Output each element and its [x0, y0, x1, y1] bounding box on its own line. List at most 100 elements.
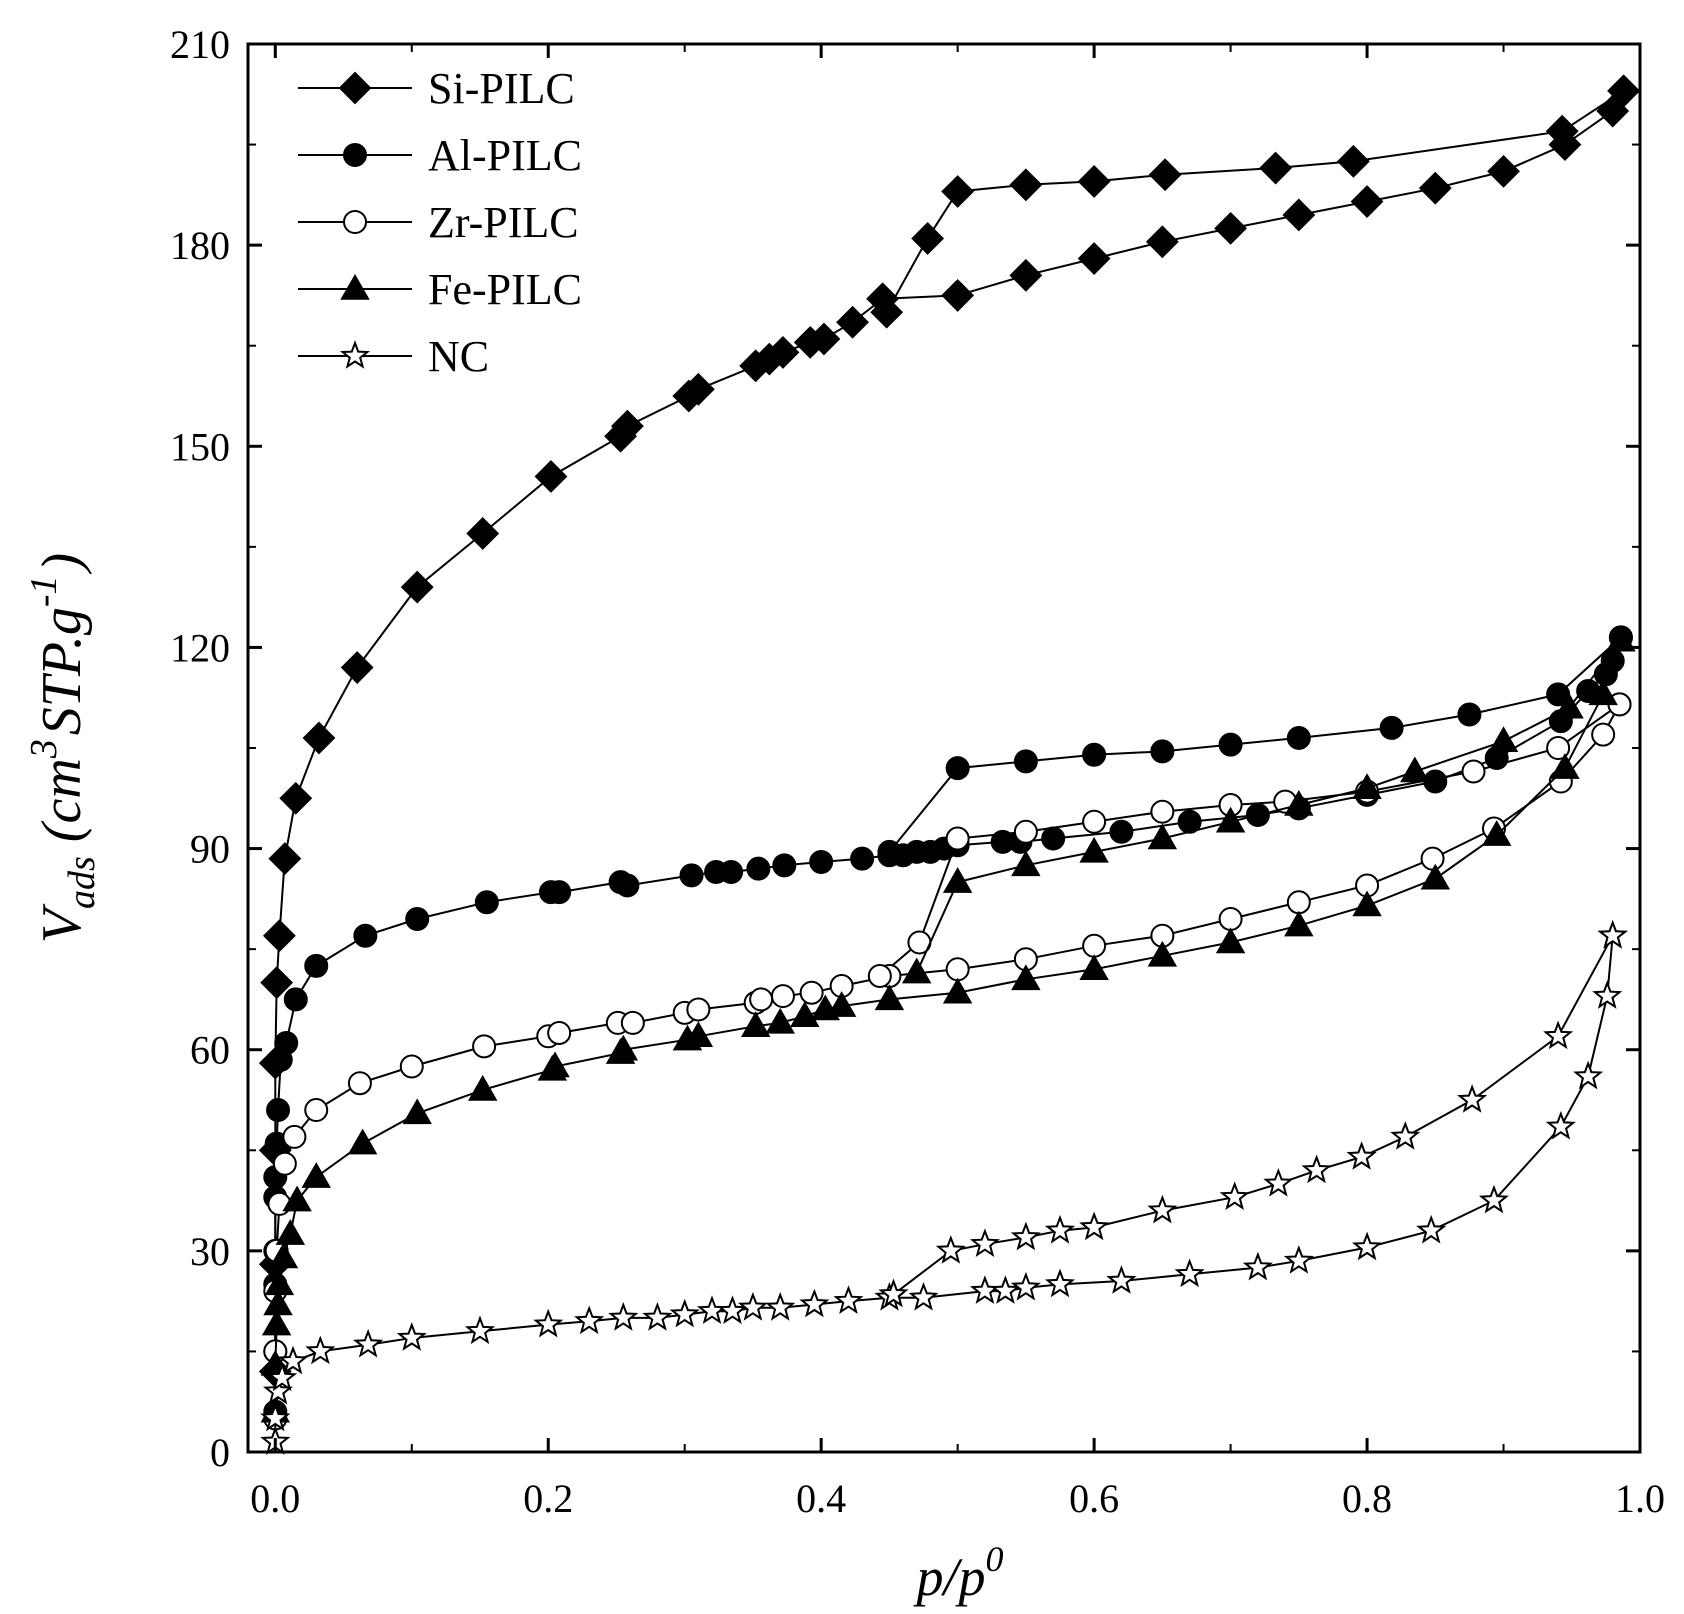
- al-pilc-adsorption-point: [304, 953, 329, 978]
- fe-pilc-adsorption-point: [1284, 910, 1314, 937]
- al-pilc-desorption-point: [1082, 742, 1107, 767]
- fe-pilc-desorption-point: [1011, 850, 1041, 877]
- legend-entry-al-pilc: Al-PILC: [298, 131, 582, 180]
- zr-pilc-desorption-point: [1546, 736, 1571, 760]
- nc-adsorption-point: [260, 1402, 291, 1432]
- fe-pilc-adsorption-point: [1011, 964, 1041, 991]
- fe-pilc-adsorption-point: [468, 1074, 498, 1101]
- nc-desorption-point: [1390, 1121, 1421, 1150]
- y-axis-title-sup3: 3: [23, 739, 65, 759]
- nc-adsorption-point: [669, 1298, 700, 1328]
- zr-pilc-desorption-point: [1082, 809, 1107, 834]
- legend-marker-circle: [343, 210, 367, 234]
- al-pilc-desorption-point: [1013, 749, 1038, 774]
- si-pilc-adsorption-point: [807, 322, 841, 356]
- si-pilc-adsorption-point: [268, 842, 302, 876]
- al-pilc-adsorption-point: [746, 856, 771, 881]
- nc-adsorption-point: [1352, 1231, 1383, 1261]
- fe-pilc-desorption-point: [1215, 806, 1246, 833]
- si-pilc-adsorption-point: [681, 372, 715, 406]
- x-tick-label: 1.0: [1615, 1476, 1665, 1521]
- legend-entry-zr-pilc: Zr-PILC: [298, 198, 579, 247]
- al-pilc-adsorption-point: [679, 863, 704, 888]
- fe-pilc-adsorption-point: [264, 1269, 295, 1296]
- series-nc: [260, 919, 1628, 1455]
- nc-adsorption-point: [464, 1315, 496, 1345]
- x-tick-label: 0.4: [796, 1476, 846, 1521]
- al-pilc-adsorption-point: [283, 987, 308, 1012]
- fe-pilc-adsorption-point: [275, 1219, 306, 1245]
- nc-adsorption-point: [396, 1322, 427, 1351]
- al-pilc-adsorption-point: [405, 906, 430, 931]
- nc-desorption-point: [1346, 1141, 1377, 1170]
- si-pilc-adsorption-point: [466, 517, 500, 550]
- nc-adsorption-point: [799, 1288, 830, 1318]
- legend-marker-circle: [343, 143, 367, 167]
- legend-label: Al-PILC: [428, 131, 582, 180]
- zr-pilc-adsorption-point: [945, 957, 970, 982]
- fe-pilc-adsorption-point: [402, 1098, 432, 1125]
- nc-desorption-point: [1597, 919, 1628, 949]
- si-pilc-desorption-point: [1545, 114, 1579, 148]
- al-pilc-desorption-point: [1457, 702, 1482, 727]
- y-axis-title-open: (cm: [31, 758, 93, 842]
- si-pilc-adsorption-point: [610, 409, 644, 443]
- fe-pilc-adsorption-point: [1079, 954, 1109, 981]
- zr-pilc-adsorption-point: [399, 1054, 424, 1079]
- si-pilc-desorption-point: [941, 175, 975, 208]
- si-pilc-adsorption-point: [534, 460, 568, 493]
- x-axis-title: p/p0: [912, 1539, 1003, 1607]
- fe-pilc-desorption-point: [1352, 773, 1382, 799]
- si-pilc-adsorption-point: [1145, 225, 1179, 259]
- fe-pilc-adsorption-point: [826, 991, 857, 1017]
- nc-adsorption-point: [1106, 1265, 1137, 1294]
- legend-entry-nc: NC: [298, 332, 489, 381]
- fe-pilc-adsorption-point: [942, 977, 973, 1004]
- fe-pilc-adsorption-point: [1420, 863, 1451, 890]
- fe-pilc-desorption-point: [1400, 756, 1430, 783]
- zr-pilc-adsorption-point: [472, 1034, 497, 1059]
- nc-adsorption-point: [1416, 1214, 1447, 1244]
- al-pilc-adsorption-point: [809, 849, 834, 874]
- al-pilc-adsorption-point: [353, 923, 378, 948]
- fe-pilc-adsorption-point: [740, 1011, 771, 1037]
- nc-adsorption-point: [1573, 1060, 1604, 1090]
- al-pilc-adsorption-point: [266, 1098, 291, 1123]
- y-tick-label: 210: [170, 22, 230, 67]
- zr-pilc-adsorption-point: [347, 1071, 372, 1096]
- si-pilc-desorption-point: [1607, 74, 1641, 108]
- si-pilc-adsorption-point: [262, 919, 296, 953]
- fe-pilc-adsorption-point: [1352, 890, 1382, 917]
- nc-adsorption-point: [969, 1275, 1000, 1304]
- legend-entry-fe-pilc: Fe-PILC: [298, 265, 582, 314]
- fe-pilc-adsorption-point: [263, 1289, 293, 1316]
- al-pilc-adsorption-point: [719, 860, 744, 885]
- al-pilc-desorption-point: [877, 839, 902, 864]
- nc-desorption-point: [1457, 1084, 1488, 1113]
- y-axis-title: Vads (cm3 STP.g-1): [23, 553, 103, 943]
- si-pilc-adsorption-point: [1009, 258, 1043, 292]
- series-layer: [258, 74, 1641, 1455]
- fe-pilc-adsorption-point: [1588, 679, 1618, 706]
- nc-adsorption-point: [278, 1345, 309, 1375]
- si-pilc-adsorption-point: [400, 570, 434, 604]
- si-pilc-adsorption-point: [302, 721, 336, 755]
- y-axis-title-v: V: [31, 903, 93, 943]
- nc-adsorption-point: [908, 1281, 939, 1311]
- si-pilc-adsorption-point: [1418, 171, 1452, 205]
- zr-pilc-desorption-line: [879, 703, 1621, 977]
- nc-desorption-point: [1147, 1194, 1178, 1224]
- nc-desorption-line: [892, 935, 1614, 1296]
- nc-adsorption-point: [1010, 1271, 1041, 1301]
- nc-desorption-point: [878, 1278, 909, 1308]
- si-pilc-desorption-point: [1259, 151, 1293, 185]
- zr-pilc-adsorption-point: [282, 1124, 307, 1149]
- fe-pilc-adsorption-point: [765, 1007, 795, 1034]
- si-pilc-adsorption-point: [1077, 242, 1111, 275]
- nc-adsorption-point: [990, 1275, 1021, 1304]
- nc-adsorption-point: [1592, 980, 1623, 1009]
- legend-entry-si-pilc: Si-PILC: [298, 64, 575, 113]
- fe-pilc-desorption-point: [1554, 692, 1584, 719]
- series-si-pilc: [258, 74, 1641, 1388]
- fe-pilc-desorption-point: [942, 867, 973, 893]
